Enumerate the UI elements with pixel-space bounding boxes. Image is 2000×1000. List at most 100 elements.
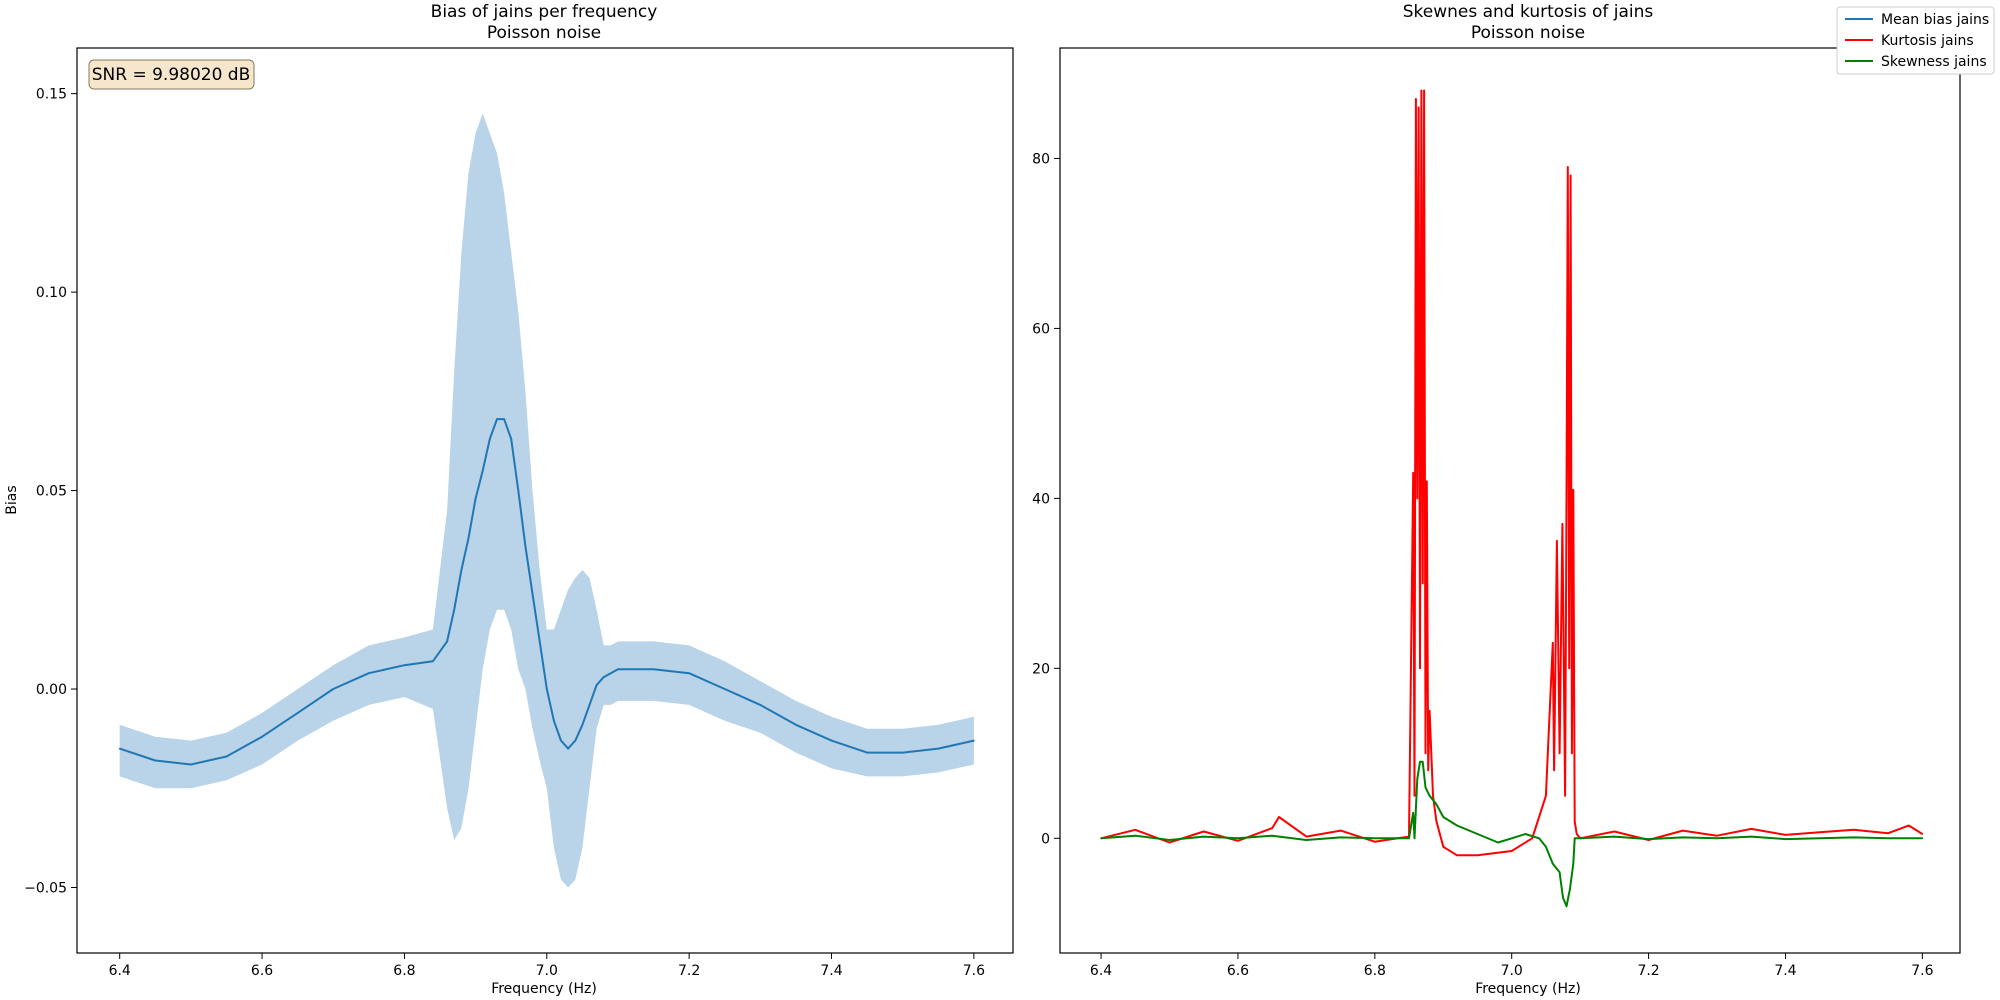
kurtosis-jains-point — [1575, 833, 1578, 835]
kurtosis-jains-point — [1476, 854, 1479, 857]
skewness-jains-point — [1100, 837, 1102, 840]
mean-bias-jains-point — [446, 640, 448, 643]
mean-bias-jains-point — [595, 684, 598, 686]
skewness-jains-point — [1428, 795, 1431, 797]
mean-bias-jains-point — [610, 672, 612, 674]
mean-bias-jains-point — [496, 418, 498, 420]
skewness-jains-point — [1421, 761, 1424, 763]
legend-label-kurtosis-jains: Kurtosis jains — [1881, 33, 1974, 49]
left-chart-subtitle: Poisson noise — [487, 23, 601, 43]
mean-bias-jains-point — [652, 668, 655, 670]
skewness-jains-point — [1456, 824, 1458, 827]
right-x-ticks: 6.4 6.6 6.8 7.0 7.2 7.4 7.6 — [1090, 953, 1934, 979]
mean-bias-jains-point — [795, 724, 797, 726]
kurtosis-jains-point — [1573, 820, 1576, 823]
kurtosis-jains-point — [1564, 795, 1566, 797]
right-x-axis-label: Frequency (Hz) — [1475, 981, 1581, 997]
kurtosis-jains-point — [1553, 769, 1555, 772]
kurtosis-jains-point — [1435, 820, 1438, 823]
skewness-jains-point — [1510, 837, 1513, 840]
skewness-jains-point — [1497, 841, 1499, 844]
skewness-jains-point — [1784, 838, 1787, 840]
y-tick-label: 0.10 — [36, 285, 67, 301]
skewness-jains-point — [1921, 837, 1924, 840]
kurtosis-jains-point — [1921, 833, 1924, 835]
skewness-jains-point — [1305, 839, 1308, 841]
kurtosis-jains-point — [1427, 769, 1429, 772]
left-axes-frame — [76, 47, 1014, 954]
kurtosis-jains-point — [1531, 837, 1533, 840]
kurtosis-jains-point — [1853, 829, 1855, 831]
mean-bias-jains-point — [546, 688, 548, 690]
right-axes-frame — [1059, 47, 1961, 954]
legend-label-mean-bias-jains: Mean bias jains — [1881, 12, 1989, 28]
skewness-jains-point — [1573, 837, 1576, 840]
kurtosis-jains-point — [1442, 846, 1445, 848]
skewness-jains-point — [1442, 816, 1445, 818]
kurtosis-jains-point — [1413, 795, 1416, 797]
mean-bias-jains-point — [190, 763, 192, 766]
mean-bias-jains-point — [296, 712, 299, 714]
skewness-jains-point — [1413, 837, 1416, 840]
mean-bias-jains-point — [368, 672, 370, 674]
right-chart: Skewnes and kurtosis of jains Poisson no… — [1032, 2, 1995, 997]
kurtosis-jains-point — [1510, 850, 1513, 852]
mean-bias-jains-point — [602, 676, 605, 678]
skewness-jains-point — [1435, 803, 1438, 806]
mean-bias-jains-point — [866, 751, 868, 754]
kurtosis-jains-point — [1572, 489, 1575, 491]
y-tick-label: 0.15 — [36, 87, 67, 103]
y-tick-label: −0.05 — [24, 881, 67, 897]
mean-bias-jains-point — [531, 593, 534, 595]
kurtosis-jains-point — [1202, 830, 1205, 833]
mean-bias-jains-point — [830, 739, 833, 742]
y-tick-label: 0.05 — [36, 484, 67, 500]
kurtosis-jains-point — [1571, 752, 1573, 755]
mean-bias-jains-point — [617, 668, 619, 670]
snr-annotation-box — [88, 59, 255, 90]
skewness-jains-point — [1565, 905, 1568, 908]
skewness-jains-point — [1552, 863, 1554, 865]
skewness-jains-point — [1682, 836, 1684, 839]
skewness-jains-point — [1853, 836, 1855, 839]
skewness-jains-point — [1887, 837, 1889, 840]
y-tick-label: 0 — [1041, 831, 1050, 847]
left-chart: Bias of jains per frequency Poisson nois… — [4, 2, 1014, 997]
skewness-jains-point — [1408, 837, 1410, 840]
legend-frame — [1836, 6, 1995, 75]
kurtosis-jains-point — [1424, 752, 1427, 755]
left-plot-area — [118, 113, 975, 888]
kurtosis-jains-point — [1374, 840, 1376, 843]
mean-bias-jains-point — [118, 747, 121, 750]
x-tick-label: 6.6 — [1227, 963, 1249, 979]
mean-bias-jains-point — [517, 489, 520, 492]
y-tick-label: 60 — [1032, 321, 1050, 337]
kurtosis-jains-point — [1556, 540, 1558, 542]
kurtosis-jains-point — [1278, 816, 1280, 818]
mean-bias-jains-point — [332, 688, 335, 690]
kurtosis-jains-point — [1561, 523, 1564, 525]
y-tick-label: 0.00 — [36, 682, 67, 698]
kurtosis-jains-point — [1569, 174, 1572, 177]
skewness-jains-point — [1237, 837, 1239, 840]
kurtosis-jains-point — [1423, 89, 1425, 92]
mean-bias-jains-point — [510, 438, 512, 440]
right-chart-subtitle: Poisson noise — [1471, 23, 1585, 43]
left-y-ticks: −0.05 0.00 0.05 0.10 0.15 — [24, 87, 77, 897]
skewness-jains-point — [1572, 863, 1575, 865]
x-tick-label: 7.2 — [678, 963, 700, 979]
skewness-jains-point — [1271, 834, 1273, 837]
kurtosis-jains-point — [1552, 642, 1554, 644]
mean-bias-jains-point — [574, 739, 577, 742]
x-tick-label: 6.8 — [1364, 963, 1386, 979]
mean-bias-jains-point — [553, 720, 555, 722]
mean-bias-jains-band — [119, 113, 974, 888]
mean-bias-jains-point — [467, 537, 470, 539]
skewness-jains-point — [1716, 837, 1718, 840]
left-y-axis-label: Bias — [4, 485, 20, 514]
mean-bias-jains-point — [723, 688, 726, 690]
kurtosis-jains-point — [1420, 89, 1423, 92]
kurtosis-jains-point — [1568, 667, 1570, 670]
mean-bias-jains-point — [937, 747, 940, 750]
